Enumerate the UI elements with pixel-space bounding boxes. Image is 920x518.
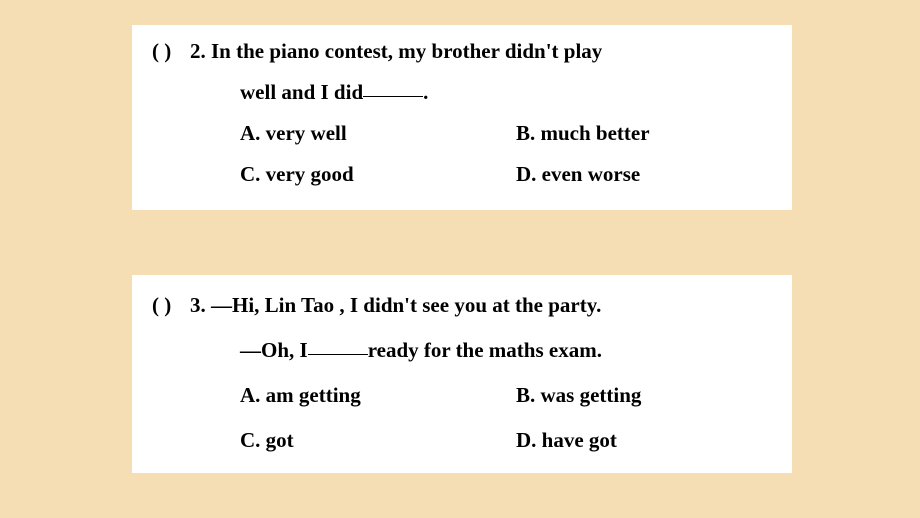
q3-blank [308, 341, 368, 355]
q3-line1: ( ) 3. —Hi, Lin Tao , I didn't see you a… [132, 275, 792, 318]
q2-line1: ( ) 2. In the piano contest, my brother … [132, 25, 792, 64]
q2-option-d: D. even worse [516, 162, 792, 187]
q2-option-a: A. very well [240, 121, 516, 146]
q2-text-line1-content: In the piano contest, my brother didn't … [211, 39, 602, 63]
q3-options-row2: C. got D. have got [132, 428, 792, 453]
q3-text-line1: Hi, Lin Tao , I didn't see you at the pa… [232, 293, 601, 317]
q3-text-line2b: ready for the maths exam. [368, 338, 602, 363]
q2-text-line2b: . [423, 80, 428, 105]
q2-options-row2: C. very good D. even worse [132, 162, 792, 187]
q2-option-c: C. very good [240, 162, 516, 187]
q2-blank [363, 83, 423, 97]
q3-dash1: — [211, 293, 232, 317]
q2-text-line1: In the piano contest, my brother didn't … [206, 39, 603, 64]
q3-option-d: D. have got [516, 428, 792, 453]
question-2-box: ( ) 2. In the piano contest, my brother … [132, 25, 792, 210]
q2-paren: ( ) [132, 39, 190, 64]
q3-line1-wrap: —Hi, Lin Tao , I didn't see you at the p… [206, 293, 602, 318]
q3-number: 3. [190, 293, 206, 318]
q3-option-c: C. got [240, 428, 516, 453]
question-3-box: ( ) 3. —Hi, Lin Tao , I didn't see you a… [132, 275, 792, 473]
q2-number: 2. [190, 39, 206, 64]
q2-line2: well and I did . [132, 80, 792, 105]
q3-line2: — Oh, I ready for the maths exam. [132, 338, 792, 363]
q2-options-row1: A. very well B. much better [132, 121, 792, 146]
q3-paren: ( ) [132, 293, 190, 318]
q3-option-a: A. am getting [240, 383, 516, 408]
q3-option-b: B. was getting [516, 383, 792, 408]
q2-option-b: B. much better [516, 121, 792, 146]
q3-text-line2a: Oh, I [261, 338, 308, 363]
q3-dash2: — [240, 338, 261, 363]
q2-text-line2a: well and I did [240, 80, 363, 105]
q3-options-row1: A. am getting B. was getting [132, 383, 792, 408]
